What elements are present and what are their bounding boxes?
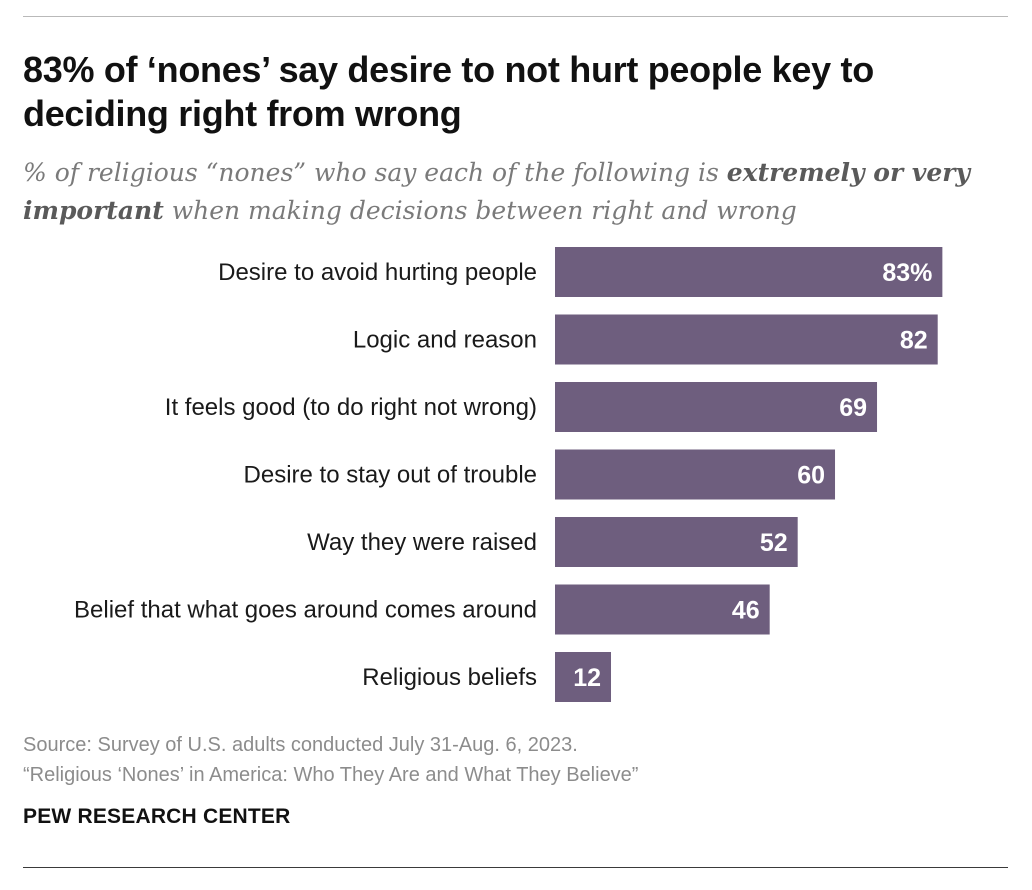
subtitle-text-1: % of religious “nones” who say each of t… <box>23 158 727 187</box>
bar <box>555 652 612 702</box>
chart-subtitle: % of religious “nones” who say each of t… <box>23 154 1008 230</box>
bar-value-label: 82 <box>900 327 928 355</box>
source-line-2: “Religious ‘Nones’ in America: Who They … <box>23 764 639 786</box>
chart-title: 83% of ‘nones’ say desire to not hurt pe… <box>23 49 874 134</box>
bar <box>555 584 770 635</box>
bar <box>555 449 836 500</box>
bar-value-label: 69 <box>839 394 867 422</box>
bar <box>555 247 943 297</box>
brand-logo-text: PEW RESEARCH CENTER <box>23 805 291 828</box>
bar-value-label: 46 <box>732 597 760 625</box>
category-label: Way they were raised <box>307 529 537 556</box>
category-label: Logic and reason <box>353 327 537 354</box>
bar <box>555 314 938 365</box>
subtitle-text-2: when making decisions between right and … <box>163 196 797 225</box>
category-label: Desire to stay out of trouble <box>244 462 537 489</box>
category-label: Desire to avoid hurting people <box>218 259 537 286</box>
bar-value-label: 52 <box>760 529 788 557</box>
category-label: Belief that what goes around comes aroun… <box>74 597 537 624</box>
bottom-rule <box>23 867 1008 868</box>
bar <box>555 382 878 432</box>
top-rule <box>23 16 1008 17</box>
category-label: It feels good (to do right not wrong) <box>165 394 537 421</box>
source-note: Source: Survey of U.S. adults conducted … <box>23 730 638 790</box>
bar-value-label: 12 <box>573 664 601 692</box>
subtitle-emphasis: extremely or very important <box>23 158 970 225</box>
source-line-1: Source: Survey of U.S. adults conducted … <box>23 734 578 756</box>
bar <box>555 517 798 567</box>
bar-value-label: 60 <box>797 462 825 490</box>
bar-value-label: 83% <box>882 259 932 287</box>
bar-chart: Desire to avoid hurting people 83% Logic a… <box>74 247 943 702</box>
category-label: Religious beliefs <box>362 664 537 691</box>
